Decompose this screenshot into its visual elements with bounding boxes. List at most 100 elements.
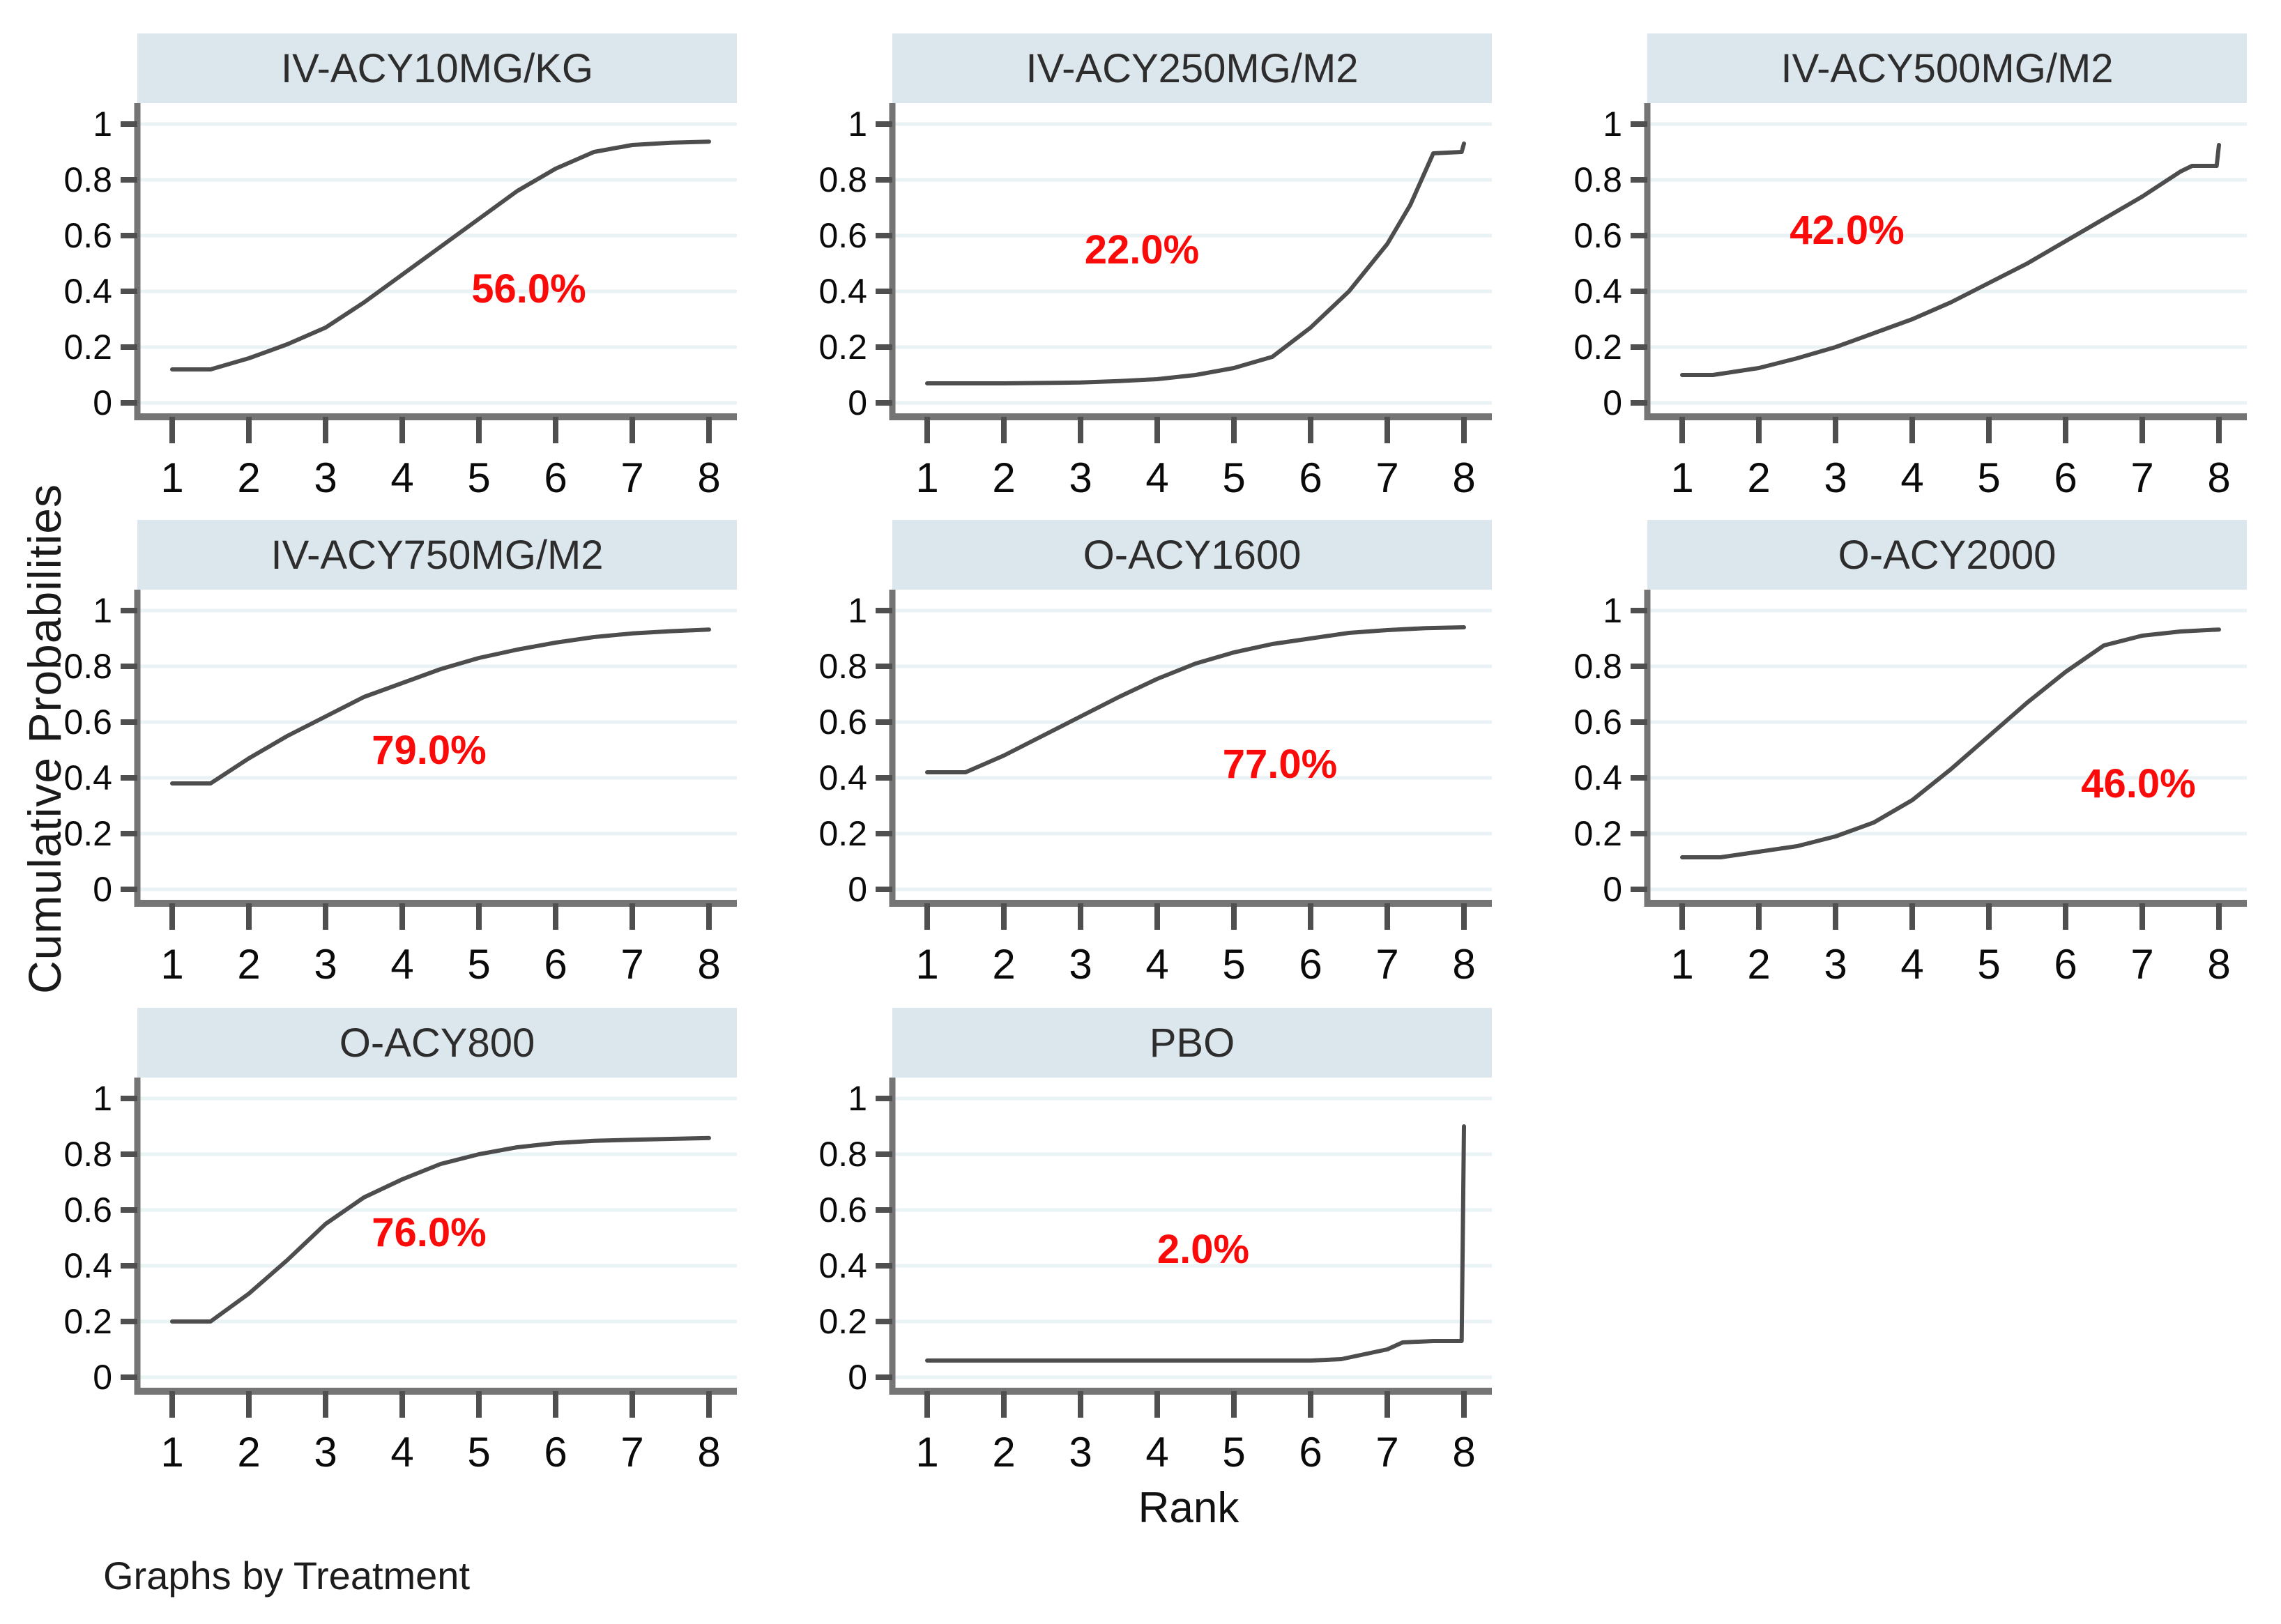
y-tick-label: 0 bbox=[848, 1358, 867, 1397]
x-tick-label: 4 bbox=[1900, 941, 1923, 988]
y-tick-label: 0.2 bbox=[63, 814, 112, 853]
x-tick-label: 7 bbox=[1375, 1429, 1398, 1476]
x-tick-label: 3 bbox=[1069, 1429, 1092, 1476]
cumulative-probability-curve bbox=[170, 627, 711, 786]
panel-title: IV-ACY10MG/KG bbox=[281, 46, 593, 91]
panel-header-band bbox=[892, 33, 1492, 103]
y-tick-label: 1 bbox=[1603, 105, 1622, 144]
x-tick-label: 3 bbox=[1069, 941, 1092, 988]
x-tick-label: 5 bbox=[1222, 1429, 1245, 1476]
y-tick-label: 1 bbox=[848, 1079, 867, 1118]
panel-header-band bbox=[1647, 33, 2247, 103]
annotation-percentage: 2.0% bbox=[1157, 1227, 1249, 1272]
annotation-percentage: 76.0% bbox=[372, 1210, 486, 1255]
y-tick-label: 0 bbox=[1603, 383, 1622, 422]
x-tick-label: 2 bbox=[1747, 454, 1770, 501]
annotation-percentage: 56.0% bbox=[471, 266, 586, 312]
y-tick-label: 0.8 bbox=[818, 647, 867, 686]
x-tick-label: 8 bbox=[2207, 941, 2230, 988]
y-tick-label: 0.2 bbox=[1573, 814, 1622, 853]
x-tick-label: 5 bbox=[1977, 941, 2000, 988]
y-tick-label: 0.2 bbox=[1573, 328, 1622, 367]
y-tick-label: 0.4 bbox=[63, 758, 112, 797]
cumulative-probability-curve bbox=[170, 139, 711, 371]
y-tick-label: 1 bbox=[93, 105, 112, 144]
y-tick-label: 0.2 bbox=[818, 814, 867, 853]
x-tick-label: 4 bbox=[1900, 454, 1923, 501]
x-tick-label: 2 bbox=[992, 941, 1015, 988]
y-tick-label: 0.2 bbox=[818, 328, 867, 367]
y-tick-label: 0.6 bbox=[818, 703, 867, 742]
x-tick-label: 4 bbox=[390, 454, 413, 501]
annotation-percentage: 42.0% bbox=[1790, 208, 1904, 253]
x-tick-label: 2 bbox=[237, 454, 260, 501]
x-tick-label: 1 bbox=[160, 1429, 183, 1476]
panel-header-band bbox=[892, 520, 1492, 590]
y-tick-label: 0.6 bbox=[63, 1190, 112, 1230]
y-tick-label: 0.8 bbox=[63, 1135, 112, 1174]
x-tick-label: 6 bbox=[544, 941, 567, 988]
x-axis-title: Rank bbox=[1138, 1484, 1239, 1532]
x-tick-label: 8 bbox=[697, 1429, 720, 1476]
x-tick-label: 4 bbox=[1145, 1429, 1168, 1476]
annotation-percentage: 46.0% bbox=[2081, 761, 2195, 806]
y-tick-label: 0.4 bbox=[63, 272, 112, 311]
x-tick-label: 7 bbox=[620, 454, 643, 501]
x-tick-label: 8 bbox=[1452, 1429, 1475, 1476]
panel-iv-acy750mg-m2: 0 0.2 0.4 0.6 0.8 1 1 2 3 4 5 6 7 8 79.0% IV-ACY750MG/M… bbox=[63, 520, 737, 988]
panel-o-acy1600: 0 0.2 0.4 0.6 0.8 1 1 2 3 4 5 6 7 8 77.0% O-ACY1600 bbox=[818, 520, 1492, 988]
x-tick-label: 8 bbox=[2207, 454, 2230, 501]
x-tick-label: 3 bbox=[1824, 941, 1847, 988]
x-tick-label: 3 bbox=[1069, 454, 1092, 501]
panel-o-acy2000: 0 0.2 0.4 0.6 0.8 1 1 2 3 4 5 6 7 8 46.0% O-ACY2000 bbox=[1573, 520, 2247, 988]
y-tick-label: 0.4 bbox=[818, 272, 867, 311]
y-tick-label: 0.4 bbox=[818, 1246, 867, 1285]
x-tick-label: 5 bbox=[1222, 454, 1245, 501]
y-tick-label: 0.6 bbox=[63, 216, 112, 255]
cumulative-probability-curve bbox=[925, 1124, 1466, 1363]
x-tick-label: 4 bbox=[390, 941, 413, 988]
x-tick-label: 5 bbox=[1222, 941, 1245, 988]
y-tick-label: 0.6 bbox=[63, 703, 112, 742]
x-tick-label: 2 bbox=[237, 1429, 260, 1476]
x-tick-label: 8 bbox=[1452, 941, 1475, 988]
y-tick-label: 0.6 bbox=[1573, 216, 1622, 255]
y-tick-label: 1 bbox=[93, 1079, 112, 1118]
x-tick-label: 7 bbox=[2130, 941, 2153, 988]
x-tick-label: 2 bbox=[237, 941, 260, 988]
y-tick-label: 0.6 bbox=[818, 216, 867, 255]
y-tick-label: 0.8 bbox=[818, 160, 867, 199]
x-tick-label: 3 bbox=[314, 1429, 337, 1476]
x-tick-label: 4 bbox=[390, 1429, 413, 1476]
x-tick-label: 4 bbox=[1145, 941, 1168, 988]
panel-title: IV-ACY750MG/M2 bbox=[270, 533, 603, 578]
annotation-percentage: 77.0% bbox=[1223, 742, 1337, 787]
y-tick-label: 0 bbox=[93, 1358, 112, 1397]
x-tick-label: 6 bbox=[544, 1429, 567, 1476]
x-tick-label: 8 bbox=[697, 454, 720, 501]
cumulative-probability-curve bbox=[170, 1135, 711, 1324]
panel-title: IV-ACY250MG/M2 bbox=[1025, 46, 1358, 91]
y-tick-label: 0.4 bbox=[1573, 758, 1622, 797]
panel-title: O-ACY800 bbox=[340, 1020, 535, 1066]
y-tick-label: 0.4 bbox=[63, 1246, 112, 1285]
panel-header-band bbox=[137, 520, 737, 590]
x-tick-label: 1 bbox=[160, 454, 183, 501]
x-tick-label: 5 bbox=[467, 454, 490, 501]
y-tick-label: 0.2 bbox=[818, 1302, 867, 1341]
x-tick-label: 1 bbox=[915, 941, 938, 988]
y-tick-label: 0 bbox=[848, 383, 867, 422]
y-tick-label: 1 bbox=[93, 591, 112, 630]
x-tick-label: 1 bbox=[1670, 454, 1693, 501]
x-tick-label: 1 bbox=[915, 454, 938, 501]
x-tick-label: 1 bbox=[1670, 941, 1693, 988]
x-tick-label: 5 bbox=[1977, 454, 2000, 501]
figure-caption: Graphs by Treatment bbox=[103, 1554, 471, 1598]
panel-o-acy800: 0 0.2 0.4 0.6 0.8 1 1 2 3 4 5 6 7 8 76.0% O-ACY800 bbox=[63, 1008, 737, 1476]
cumulative-probability-curve bbox=[1680, 143, 2221, 377]
cumulative-probability-curve bbox=[925, 141, 1466, 385]
y-tick-label: 0 bbox=[93, 870, 112, 909]
panel-title: PBO bbox=[1150, 1020, 1235, 1066]
annotation-percentage: 79.0% bbox=[372, 728, 486, 773]
x-tick-label: 7 bbox=[620, 1429, 643, 1476]
